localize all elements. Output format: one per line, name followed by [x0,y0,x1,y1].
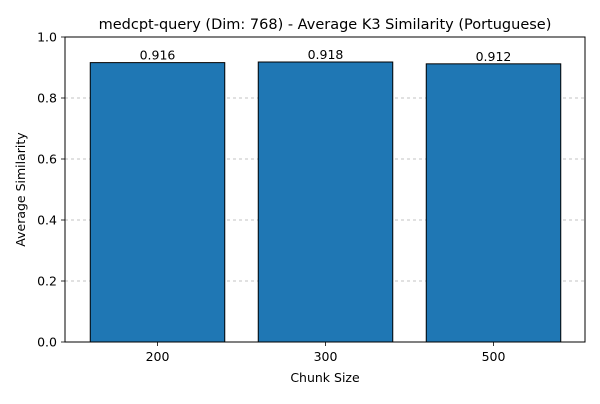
y-tick-label: 0.6 [37,152,57,167]
bar-value-label: 0.918 [308,47,344,62]
bar-500 [425,63,562,343]
bar-200 [89,62,226,343]
y-tick-label: 0.8 [37,91,57,106]
x-tick-label: 500 [482,349,506,364]
y-axis: 0.0 0.2 0.4 0.6 0.8 1.0 [37,30,65,350]
x-tick-label: 300 [314,349,338,364]
x-tick-label: 200 [146,349,170,364]
bars [89,61,562,343]
plot-area-frame [64,36,586,343]
x-axis-label: Chunk Size [290,370,360,385]
bar-300 [257,61,394,343]
bar-value-label: 0.916 [140,48,176,63]
y-tick-label: 1.0 [37,30,57,45]
bar-value-label: 0.912 [476,49,512,64]
x-axis: 200 300 500 [146,342,506,364]
value-labels: 0.916 0.918 0.912 [140,47,512,64]
y-tick-label: 0.2 [37,274,57,289]
chart-title: medcpt-query (Dim: 768) - Average K3 Sim… [99,17,552,33]
y-axis-label: Average Similarity [13,132,28,247]
y-tick-label: 0.4 [37,213,57,228]
y-tick-label: 0.0 [37,335,57,350]
